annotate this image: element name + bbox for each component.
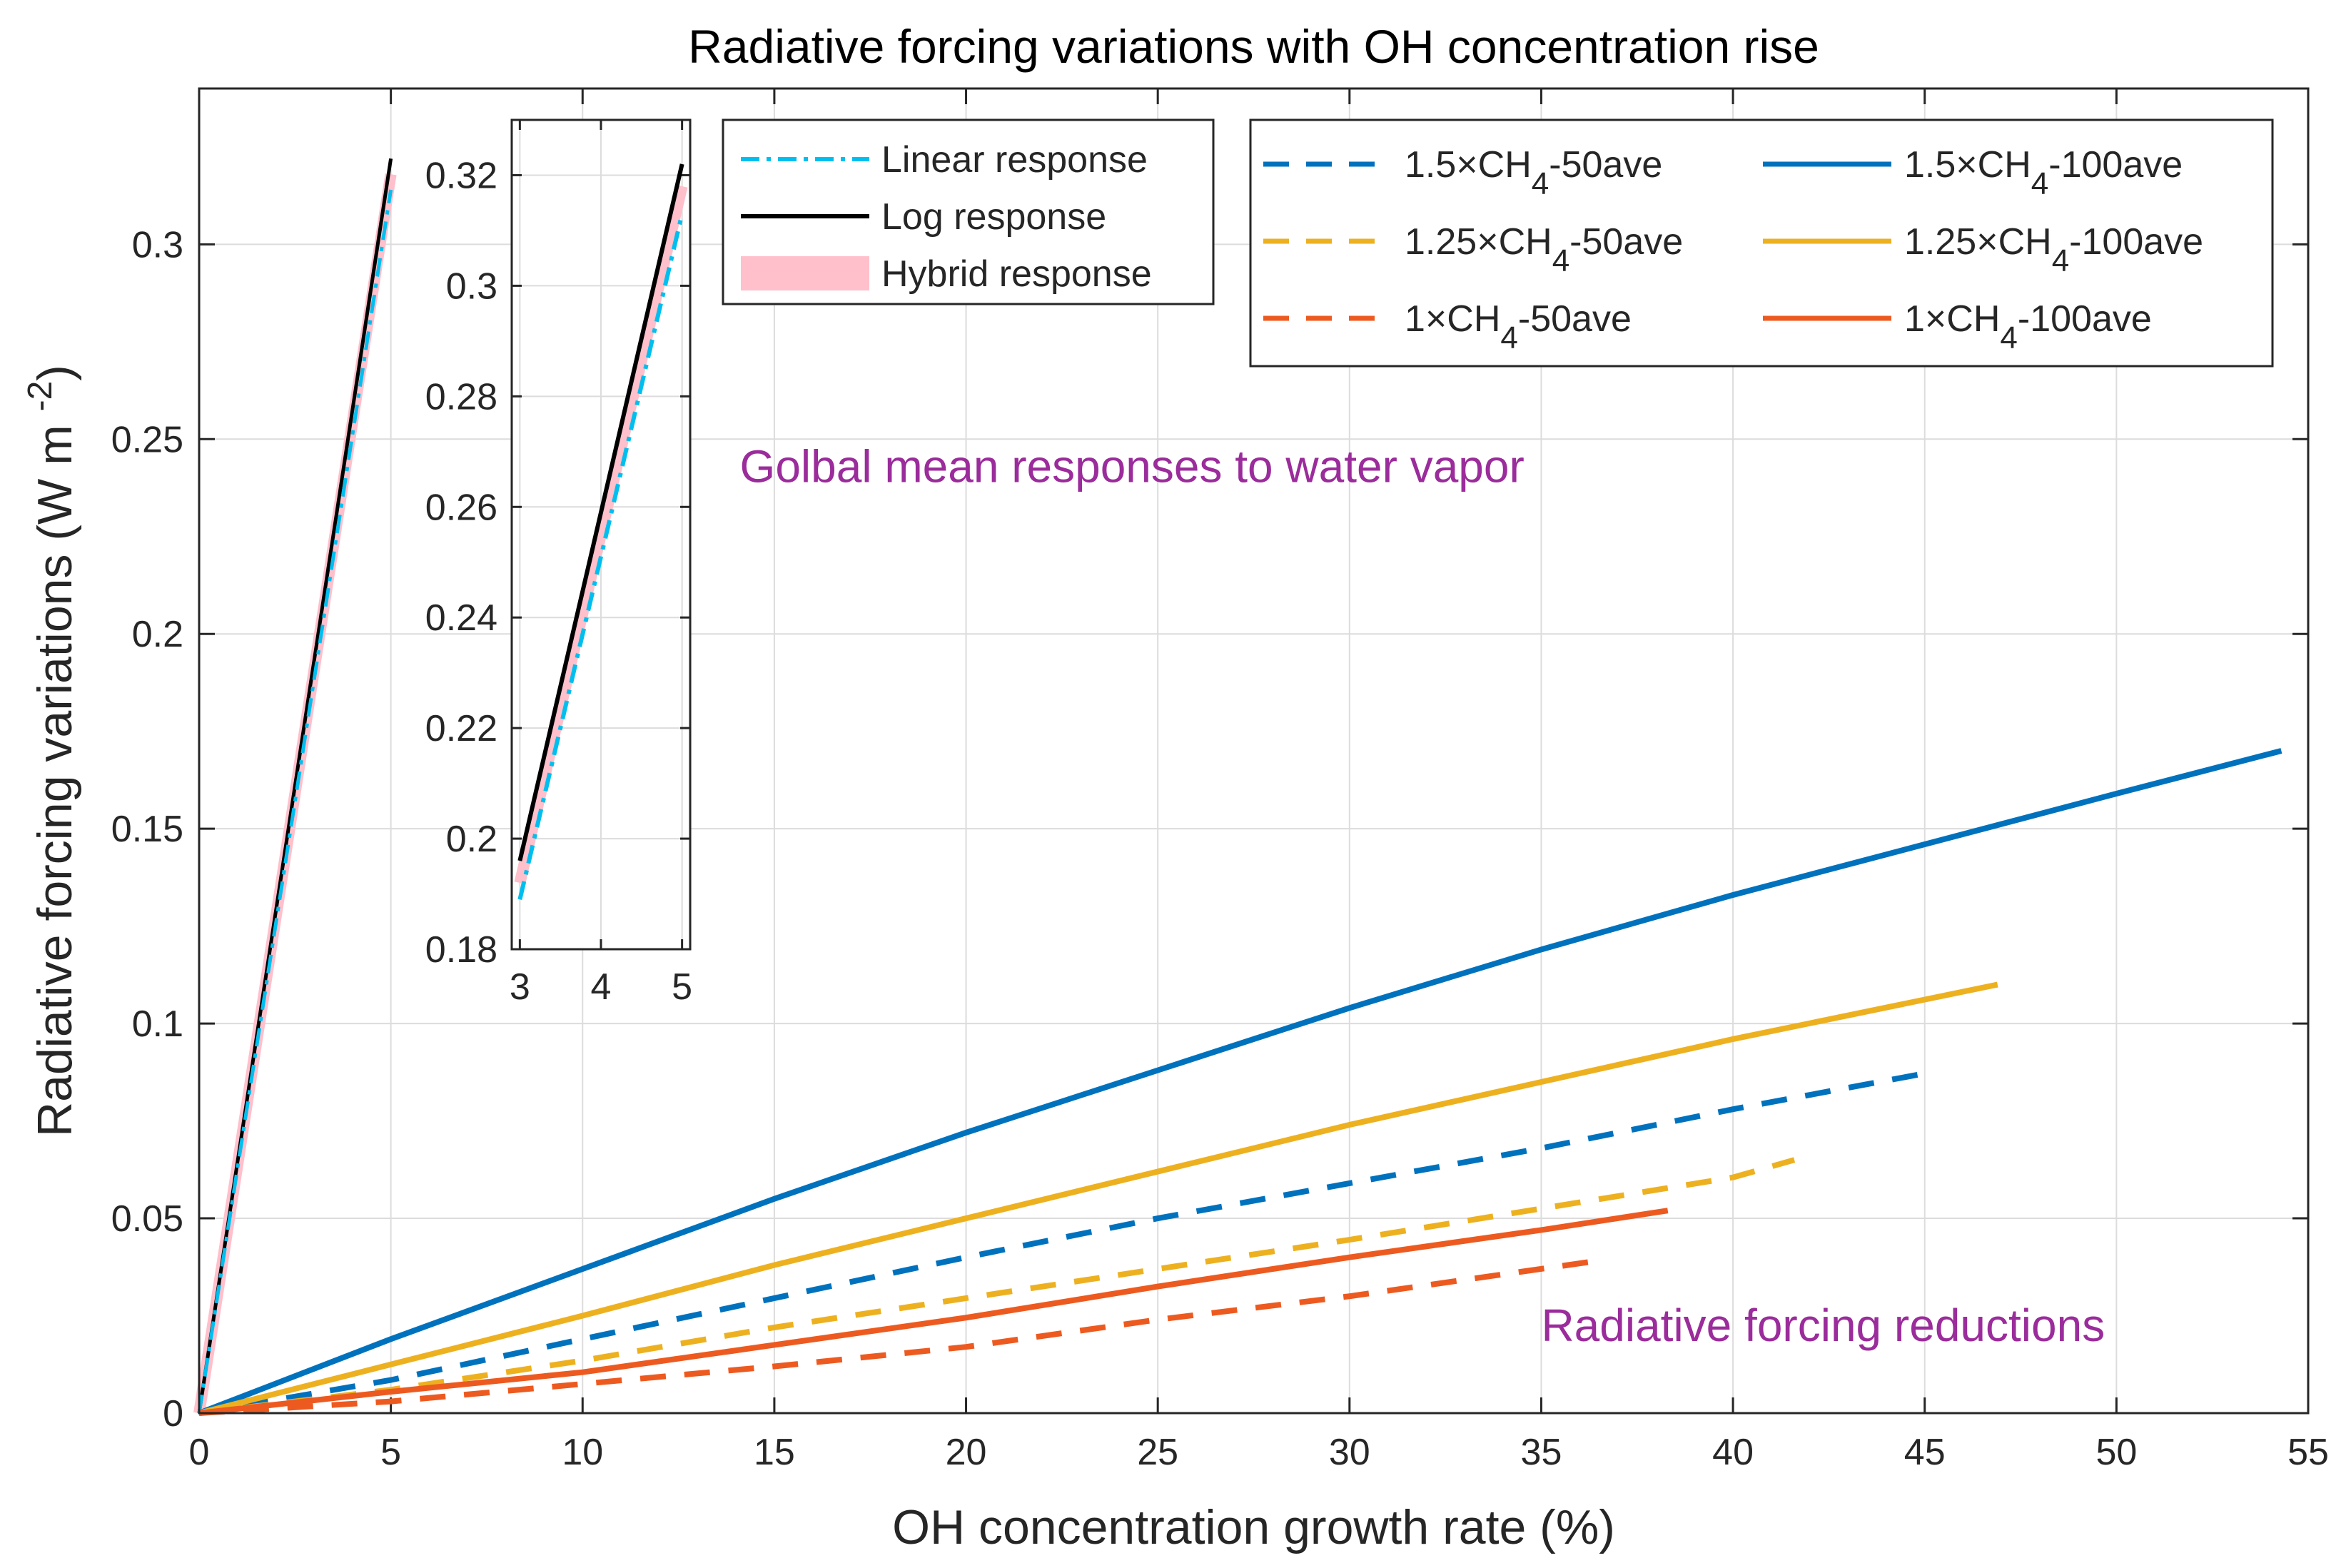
x-tick-label: 40 xyxy=(1712,1432,1754,1473)
inset-series-line-linear-response xyxy=(517,213,684,900)
legend-label: 1.5×CH4-50ave xyxy=(1405,144,1662,201)
y-axis-label: Radiative forcing variations (W m -2) xyxy=(21,365,82,1137)
inset-y-tick-label: 0.32 xyxy=(425,155,497,196)
y-tick-label: 0 xyxy=(163,1393,183,1435)
series-line-1.25-ch4-50ave xyxy=(198,1157,1796,1416)
inset-y-tick-label: 0.3 xyxy=(446,265,497,307)
x-tick-label: 0 xyxy=(189,1432,210,1473)
legend-label: Linear response xyxy=(881,139,1148,181)
inset-y-tick-label: 0.18 xyxy=(425,929,497,971)
x-tick-label: 10 xyxy=(562,1432,603,1473)
series-line-1.5-ch4-100ave xyxy=(198,748,2282,1416)
y-tick-label: 0.1 xyxy=(132,1003,183,1045)
chart-title: Radiative forcing variations with OH con… xyxy=(688,20,1819,73)
annotation-text: Golbal mean responses to water vapor xyxy=(740,440,1525,492)
series-line-1-ch4-50ave xyxy=(198,1258,1596,1416)
inset-axes-box xyxy=(510,118,692,951)
x-tick-label: 20 xyxy=(946,1432,987,1473)
y-tick-label: 0.25 xyxy=(111,419,183,460)
legend-label: Hybrid response xyxy=(881,253,1152,295)
legend-label: Log response xyxy=(881,196,1106,238)
series-line-1.25-ch4-100ave xyxy=(198,981,1998,1416)
legend-label: 1.25×CH4-100ave xyxy=(1904,221,2203,278)
y-tick-label: 0.3 xyxy=(132,224,183,265)
legend-label: 1×CH4-100ave xyxy=(1904,298,2152,355)
x-tick-label: 55 xyxy=(2287,1432,2329,1473)
inset-y-tick-label: 0.24 xyxy=(425,597,497,639)
legend-label: 1.25×CH4-50ave xyxy=(1405,221,1683,278)
x-tick-label: 45 xyxy=(1904,1432,1946,1473)
inset-y-tick-label: 0.28 xyxy=(425,376,497,418)
y-tick-label: 0.15 xyxy=(111,809,183,850)
inset-y-tick-label: 0.2 xyxy=(446,819,497,860)
annotation-text: Radiative forcing reductions xyxy=(1541,1300,2105,1351)
legend-box xyxy=(1249,118,2274,368)
axes-box xyxy=(198,87,2310,1415)
series-line-1-ch4-100ave xyxy=(198,1208,1669,1416)
inset-y-tick-label: 0.22 xyxy=(425,708,497,749)
y-tick-label: 0.05 xyxy=(111,1198,183,1240)
inset-y-tick-label: 0.26 xyxy=(425,487,497,528)
inset-series-line-hybrid-response xyxy=(514,185,688,884)
y-tick-label: 0.2 xyxy=(132,614,183,655)
x-tick-label: 50 xyxy=(2095,1432,2137,1473)
inset-chart: 3 4 5 0.18 0.2 0.22 0.24 0.26 0.28 0.3 0.32 xyxy=(425,118,692,1008)
x-tick-label: 25 xyxy=(1137,1432,1178,1473)
legend-ch4: 1.5×CH4-50ave 1.5×CH4-100ave 1.25×CH4-50av… xyxy=(1249,118,2274,368)
x-tick-label: 5 xyxy=(380,1432,401,1473)
x-tick-label: 30 xyxy=(1329,1432,1370,1473)
legend-label: 1.5×CH4-100ave xyxy=(1904,144,2183,201)
inset-x-tick-label: 5 xyxy=(672,966,692,1008)
inset-x-tick-label: 3 xyxy=(510,966,530,1008)
inset-series-line-log-response xyxy=(517,163,684,861)
series-line-linear-response xyxy=(197,189,393,1414)
x-axis-label: OH concentration growth rate (%) xyxy=(892,1500,1615,1554)
x-tick-label: 15 xyxy=(754,1432,795,1473)
x-tick-label: 35 xyxy=(1521,1432,1562,1473)
legend-response: Linear response Log response Hybrid respon… xyxy=(722,118,1215,305)
series-line-1.5-ch4-50ave xyxy=(198,1071,1922,1416)
legend-label: 1×CH4-50ave xyxy=(1405,298,1632,355)
inset-x-tick-label: 4 xyxy=(591,966,612,1008)
